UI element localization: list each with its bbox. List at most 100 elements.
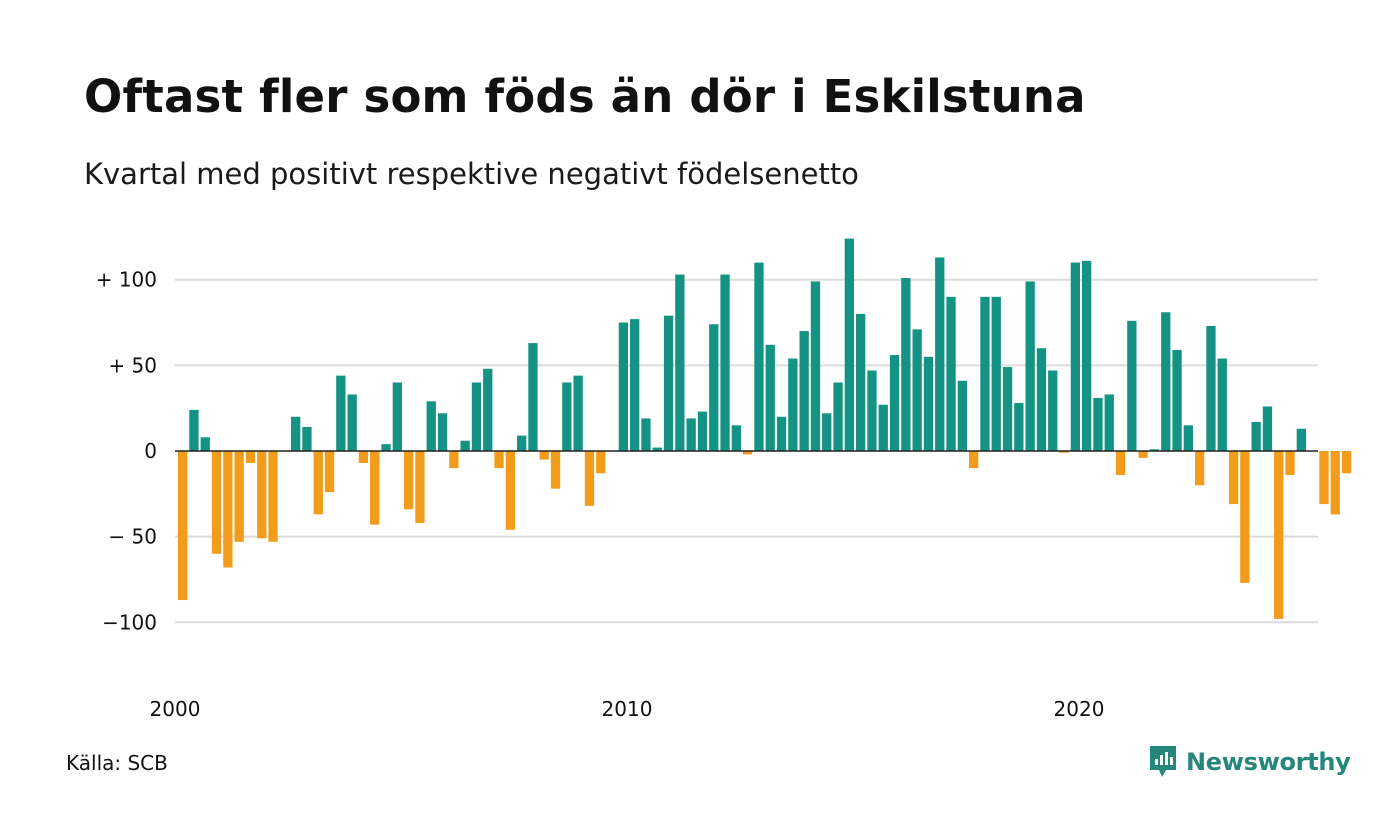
bar-2024K3	[1285, 451, 1295, 475]
bar-undefined	[1330, 451, 1340, 515]
bar-2008K2	[550, 451, 561, 489]
bar-2004K4	[392, 382, 402, 451]
bar-2007K1	[494, 451, 504, 469]
bar-2009K4	[618, 322, 628, 451]
bar-2009K2	[596, 451, 606, 474]
x-tick-label: 2020	[1054, 697, 1105, 721]
bar-2012K1	[720, 274, 730, 451]
bar-2023K3	[1240, 451, 1250, 583]
bar-2003K4	[347, 394, 357, 451]
bar-2000K1	[178, 451, 188, 601]
bar-2000K2	[189, 409, 199, 451]
bar-2016K1	[901, 277, 911, 451]
bar-2014K1	[810, 281, 821, 451]
bar-2019K3	[1059, 451, 1069, 453]
bar-2014K4	[844, 238, 854, 451]
bar-2011K2	[686, 418, 696, 451]
bar-2002K3	[291, 416, 301, 451]
bar-2022K3	[1195, 451, 1205, 486]
bar-2001K4	[257, 451, 267, 539]
bar-2024K4	[1296, 428, 1306, 451]
bar-2008K1	[539, 451, 549, 460]
y-tick-label: 0	[144, 439, 157, 463]
y-tick-label: −100	[102, 610, 157, 634]
bar-2020K1	[1082, 260, 1092, 451]
bar-2021K1	[1127, 320, 1137, 451]
bar-2017K2	[957, 380, 967, 451]
bar-2013K1	[765, 344, 775, 451]
bar-2014K2	[822, 413, 832, 451]
bar-2017K1	[946, 296, 956, 451]
bar-2019K2	[1048, 370, 1058, 451]
bar-2011K1	[675, 274, 685, 451]
newsworthy-logo-icon	[1150, 746, 1176, 777]
bar-2013K3	[788, 358, 798, 451]
y-axis-ticks: + 100 + 50 0 − 50 −100	[96, 268, 157, 635]
bar-2010K3	[652, 447, 662, 451]
bar-2000K3	[200, 437, 210, 451]
y-tick-label: + 50	[108, 353, 157, 377]
bar-2005K4	[437, 413, 448, 451]
bar-2008K3	[562, 382, 572, 451]
bar-2020K4	[1115, 451, 1126, 475]
bar-2001K2	[234, 451, 244, 542]
x-axis-ticks: 2000 2010 2020	[150, 697, 1105, 721]
bar-2012K4	[754, 262, 764, 451]
bar-2012K3	[743, 451, 753, 455]
bar-2003K3	[336, 375, 346, 451]
newsworthy-brand[interactable]: Newsworthy	[1148, 742, 1351, 782]
bar-2021K4	[1161, 312, 1171, 451]
bar-2007K4	[528, 343, 538, 451]
bar-2020K2	[1093, 397, 1103, 451]
bar-2018K2	[1002, 367, 1013, 451]
y-tick-label: + 100	[96, 268, 157, 292]
bar-2015K3	[878, 404, 888, 451]
bar-2002K1	[268, 451, 278, 542]
bar-2010K4	[663, 315, 674, 451]
bar-2006K3	[471, 382, 482, 451]
bar-2022K4	[1206, 325, 1216, 451]
x-tick-label: 2000	[150, 697, 201, 721]
bar-2019K4	[1070, 262, 1080, 451]
bar-2012K2	[731, 425, 741, 452]
bar-2015K2	[867, 370, 877, 451]
bar-2007K3	[517, 435, 527, 451]
bar-2005K3	[426, 401, 436, 451]
bar-2015K4	[889, 355, 900, 451]
bar-2006K2	[460, 440, 470, 451]
bar-2017K4	[980, 296, 990, 451]
bar-2022K1	[1172, 349, 1182, 451]
chart-title: Oftast fler som föds än dör i Eskilstuna	[84, 70, 1086, 123]
bar-2018K4	[1025, 281, 1035, 451]
bar-2015K1	[856, 313, 866, 451]
bar-2005K1	[404, 451, 414, 510]
bar-2007K2	[505, 451, 515, 530]
bar-2011K4	[709, 324, 719, 451]
bar-2013K4	[799, 331, 809, 451]
bar-2006K4	[483, 368, 493, 451]
bar-2013K2	[776, 416, 787, 451]
bars	[178, 238, 1352, 619]
bar-2009K1	[584, 451, 595, 506]
bar-2016K4	[935, 257, 945, 451]
x-tick-label: 2010	[602, 697, 653, 721]
bar-2003K2	[324, 451, 335, 493]
bar-2017K3	[969, 451, 979, 469]
bar-2011K3	[697, 411, 708, 451]
y-tick-label: − 50	[108, 525, 157, 549]
bar-2024K2	[1274, 451, 1284, 619]
bar-2006K1	[449, 451, 459, 469]
bar-2024K1	[1262, 406, 1273, 451]
bar-2001K1	[223, 451, 233, 568]
bar-undefined	[1319, 451, 1329, 505]
bar-2004K2	[370, 451, 380, 525]
bar-2002K4	[302, 427, 312, 451]
bar-2016K3	[923, 356, 934, 451]
bar-2010K2	[641, 418, 651, 451]
bar-2016K2	[912, 329, 922, 451]
chart-subtitle: Kvartal med positivt respektive negativt…	[84, 157, 859, 191]
bar-2008K4	[573, 375, 583, 451]
bar-2014K3	[833, 382, 843, 451]
bar-2001K3	[245, 451, 256, 463]
